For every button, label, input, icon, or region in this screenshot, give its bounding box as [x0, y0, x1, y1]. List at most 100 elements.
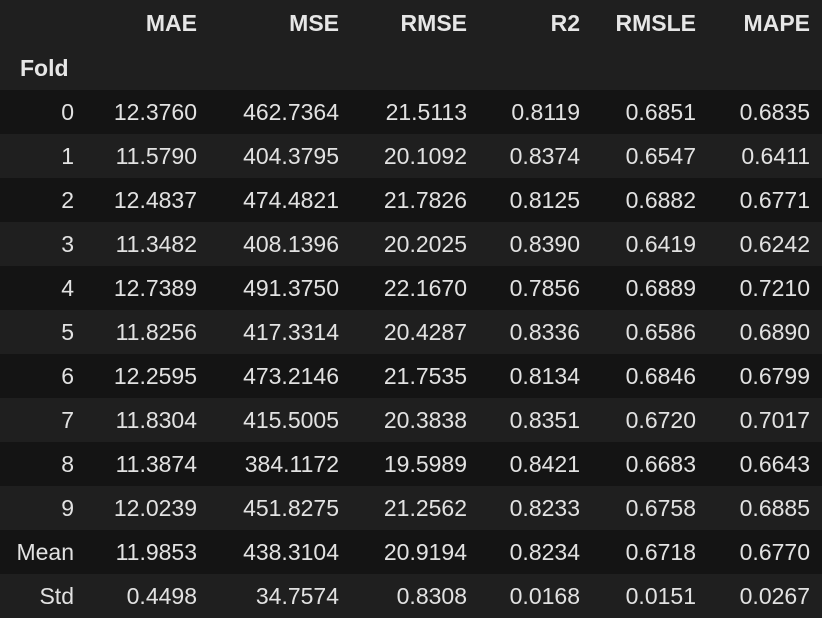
row-index-label: 7: [61, 406, 74, 433]
table-cell-rmse: 20.9194: [383, 538, 467, 565]
table-row: 2 12.4837 474.4821 21.7826 0.8125 0.6882 0.677…: [0, 178, 822, 222]
table-cell-mape: 0.6411: [741, 142, 810, 169]
table-cell-rmsle: 0.6846: [625, 362, 696, 389]
table-cell-rmsle: 0.6419: [625, 230, 696, 257]
row-index-label: 6: [61, 362, 74, 389]
table-cell-rmsle: 0.6758: [625, 494, 696, 521]
table-cell-r2: 0.8119: [511, 98, 580, 125]
table-cell-mae: 11.8256: [115, 318, 197, 345]
table-row: 4 12.7389 491.3750 22.1670 0.7856 0.6889 0.721…: [0, 266, 822, 310]
column-header-mse: MSE: [289, 9, 339, 36]
table-cell-rmse: 22.1670: [383, 274, 467, 301]
table-cell-mae: 11.9853: [115, 538, 197, 565]
table-cell-mape: 0.6890: [739, 318, 810, 345]
table-cell-rmse: 20.1092: [383, 142, 467, 169]
row-index-label: 8: [61, 450, 74, 477]
table-cell-mae: 12.7389: [113, 274, 197, 301]
table-cell-mse: 462.7364: [243, 98, 339, 125]
table-cell-mse: 34.7574: [255, 582, 339, 609]
table-cell-mape: 0.6835: [739, 98, 810, 125]
column-header-rmsle: RMSLE: [615, 9, 697, 36]
table-cell-mape: 0.6885: [739, 494, 810, 521]
row-index-label: 1: [61, 142, 74, 169]
row-index-label: 0: [61, 98, 74, 125]
table-cell-mape: 0.7210: [739, 274, 810, 301]
table-cell-rmsle: 0.6851: [625, 98, 696, 125]
table-cell-rmse: 21.7535: [383, 362, 467, 389]
table-cell-mse: 415.5005: [243, 406, 339, 433]
table-row: 8 11.3874 384.1172 19.5989 0.8421 0.6683 0.664…: [0, 442, 822, 486]
column-header-row: MAE MSE RMSE R2 RMSLE MAPE: [0, 0, 822, 46]
table-cell-mae: 12.4837: [113, 186, 197, 213]
table-cell-r2: 0.8125: [509, 186, 580, 213]
table-cell-mse: 408.1396: [243, 230, 339, 257]
table-cell-mse: 473.2146: [243, 362, 339, 389]
table-row: 6 12.2595 473.2146 21.7535 0.8134 0.6846 0.679…: [0, 354, 822, 398]
row-index-label: 5: [61, 318, 74, 345]
table-cell-rmsle: 0.6547: [625, 142, 696, 169]
table-cell-mape: 0.6799: [739, 362, 810, 389]
table-cell-rmse: 21.2562: [383, 494, 467, 521]
table-cell-mse: 417.3314: [243, 318, 339, 345]
index-name-label: Fold: [20, 54, 69, 81]
table-row: 0 12.3760 462.7364 21.5113 0.8119 0.6851 0.683…: [0, 90, 822, 134]
table-row: 3 11.3482 408.1396 20.2025 0.8390 0.6419 0.624…: [0, 222, 822, 266]
row-index-label: 9: [61, 494, 74, 521]
table-cell-mae: 12.0239: [113, 494, 197, 521]
table-cell-rmsle: 0.6586: [625, 318, 696, 345]
column-header-r2: R2: [550, 9, 580, 36]
table-cell-rmsle: 0.6889: [625, 274, 696, 301]
row-index-label: Std: [39, 582, 74, 609]
table-cell-r2: 0.8233: [509, 494, 580, 521]
table-cell-mse: 438.3104: [243, 538, 339, 565]
row-index-label: Mean: [16, 538, 74, 565]
table-cell-mae: 0.4498: [126, 582, 197, 609]
table-cell-mse: 491.3750: [243, 274, 339, 301]
table-row: 1 11.5790 404.3795 20.1092 0.8374 0.6547 0.641…: [0, 134, 822, 178]
table-cell-rmse: 21.7826: [383, 186, 467, 213]
table-row: 5 11.8256 417.3314 20.4287 0.8336 0.6586 0.689…: [0, 310, 822, 354]
table-cell-rmse: 21.5113: [385, 98, 467, 125]
table-row: Mean 11.9853 438.3104 20.9194 0.8234 0.6718 0.…: [0, 530, 822, 574]
table-body: 0 12.3760 462.7364 21.5113 0.8119 0.6851 0.683…: [0, 90, 822, 618]
table-cell-r2: 0.8134: [509, 362, 580, 389]
column-header-rmse: RMSE: [400, 9, 467, 36]
table-cell-mse: 384.1172: [244, 450, 339, 477]
table-cell-r2: 0.8336: [509, 318, 580, 345]
table-cell-mae: 11.3482: [115, 230, 197, 257]
index-header-blank: [0, 0, 86, 46]
table-cell-mae: 11.8304: [115, 406, 197, 433]
table-cell-r2: 0.0168: [509, 582, 580, 609]
table-row: 7 11.8304 415.5005 20.3838 0.8351 0.6720 0.701…: [0, 398, 822, 442]
table-cell-rmsle: 0.6882: [625, 186, 696, 213]
row-index-label: 4: [61, 274, 74, 301]
table-cell-rmsle: 0.6720: [625, 406, 696, 433]
table-cell-rmsle: 0.0151: [625, 582, 696, 609]
table-cell-mse: 474.4821: [243, 186, 339, 213]
table-cell-rmse: 20.3838: [383, 406, 467, 433]
column-header-mae: MAE: [145, 9, 197, 36]
table-cell-mape: 0.6643: [739, 450, 810, 477]
table-cell-mape: 0.6242: [739, 230, 810, 257]
table-cell-mape: 0.6771: [739, 186, 810, 213]
row-index-label: 3: [61, 230, 74, 257]
table-cell-r2: 0.8421: [509, 450, 580, 477]
table-cell-mape: 0.0267: [739, 582, 810, 609]
column-header-mape: MAPE: [743, 9, 810, 36]
table-row: Std 0.4498 34.7574 0.8308 0.0168 0.0151 0.0267: [0, 574, 822, 618]
table-cell-mae: 11.5790: [115, 142, 197, 169]
table-cell-rmsle: 0.6683: [625, 450, 696, 477]
table-cell-r2: 0.8374: [509, 142, 580, 169]
table-cell-r2: 0.8351: [509, 406, 580, 433]
table-cell-mape: 0.6770: [739, 538, 810, 565]
table-cell-mae: 11.3874: [115, 450, 197, 477]
table-cell-mse: 451.8275: [243, 494, 339, 521]
row-index-label: 2: [61, 186, 74, 213]
table-cell-r2: 0.7856: [509, 274, 580, 301]
table-cell-r2: 0.8234: [509, 538, 580, 565]
table-cell-mae: 12.2595: [113, 362, 197, 389]
table-cell-rmsle: 0.6718: [625, 538, 696, 565]
table-cell-rmse: 0.8308: [396, 582, 467, 609]
table-cell-mape: 0.7017: [739, 406, 810, 433]
table-cell-rmse: 20.2025: [383, 230, 467, 257]
